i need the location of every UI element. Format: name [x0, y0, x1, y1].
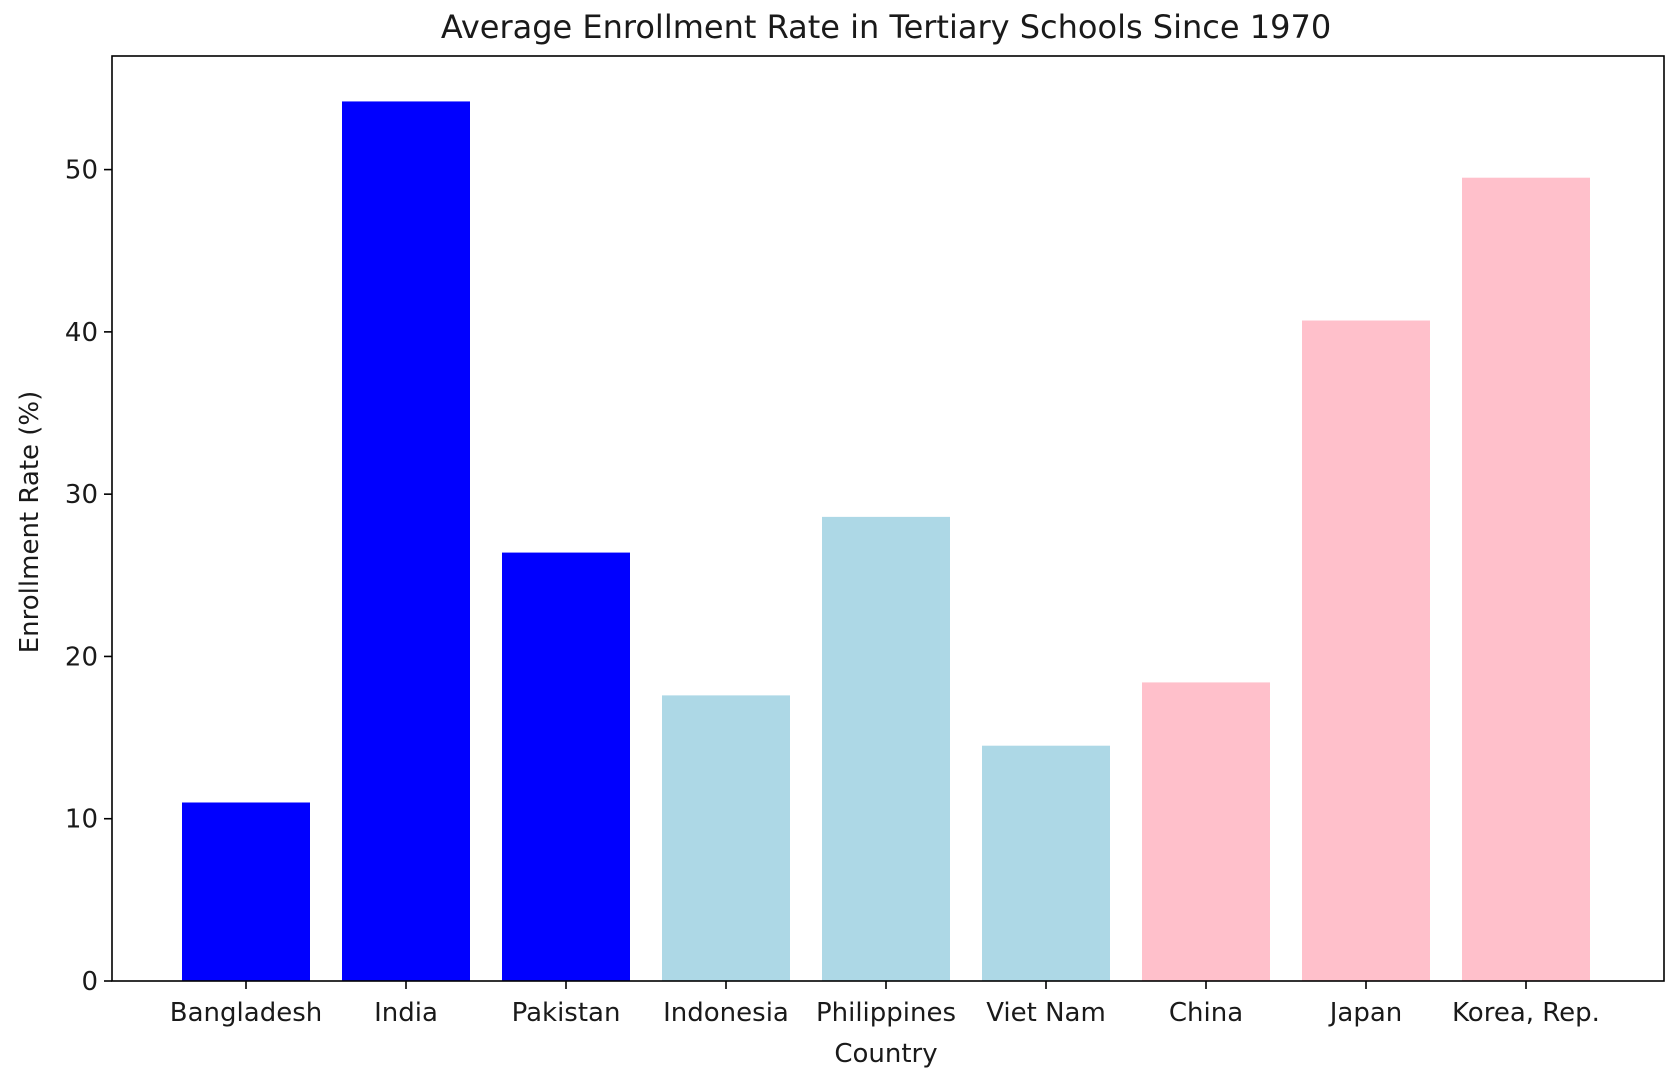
y-tick-label: 20 — [65, 642, 98, 672]
y-tick-label: 10 — [65, 805, 98, 835]
x-tick-label: Pakistan — [512, 998, 621, 1028]
bar-indonesia — [662, 695, 790, 981]
plot-area: 0 10 20 30 40 50 Bangladesh India Pakistan Indone… — [65, 55, 1665, 1028]
bar-japan — [1302, 320, 1430, 981]
y-axis-label: Enrollment Rate (%) — [15, 391, 45, 654]
x-tick-label: China — [1169, 998, 1243, 1028]
x-tick-label: Indonesia — [663, 998, 789, 1028]
bar-korea-rep — [1462, 177, 1590, 982]
bar-philippines — [822, 516, 950, 981]
bar-india — [342, 101, 470, 981]
x-tick-label: Korea, Rep. — [1452, 998, 1600, 1028]
x-tick-label: Philippines — [816, 998, 956, 1028]
bar-viet-nam — [982, 745, 1110, 981]
x-tick-label: Bangladesh — [170, 998, 322, 1028]
y-tick-label: 30 — [65, 480, 98, 510]
x-tick-label: India — [374, 998, 438, 1028]
bar-bangladesh — [182, 802, 310, 981]
x-axis-label: Country — [834, 1039, 937, 1069]
plot-frame — [111, 55, 1665, 982]
x-tick-label: Japan — [1328, 998, 1403, 1028]
x-tick-label: Viet Nam — [986, 998, 1106, 1028]
y-tick-label: 50 — [65, 156, 98, 186]
y-tick-label: 0 — [81, 967, 98, 997]
bar-china — [1142, 682, 1270, 981]
y-tick-label: 40 — [65, 318, 98, 348]
chart-title: Average Enrollment Rate in Tertiary Scho… — [441, 8, 1331, 46]
bar-pakistan — [502, 552, 630, 981]
